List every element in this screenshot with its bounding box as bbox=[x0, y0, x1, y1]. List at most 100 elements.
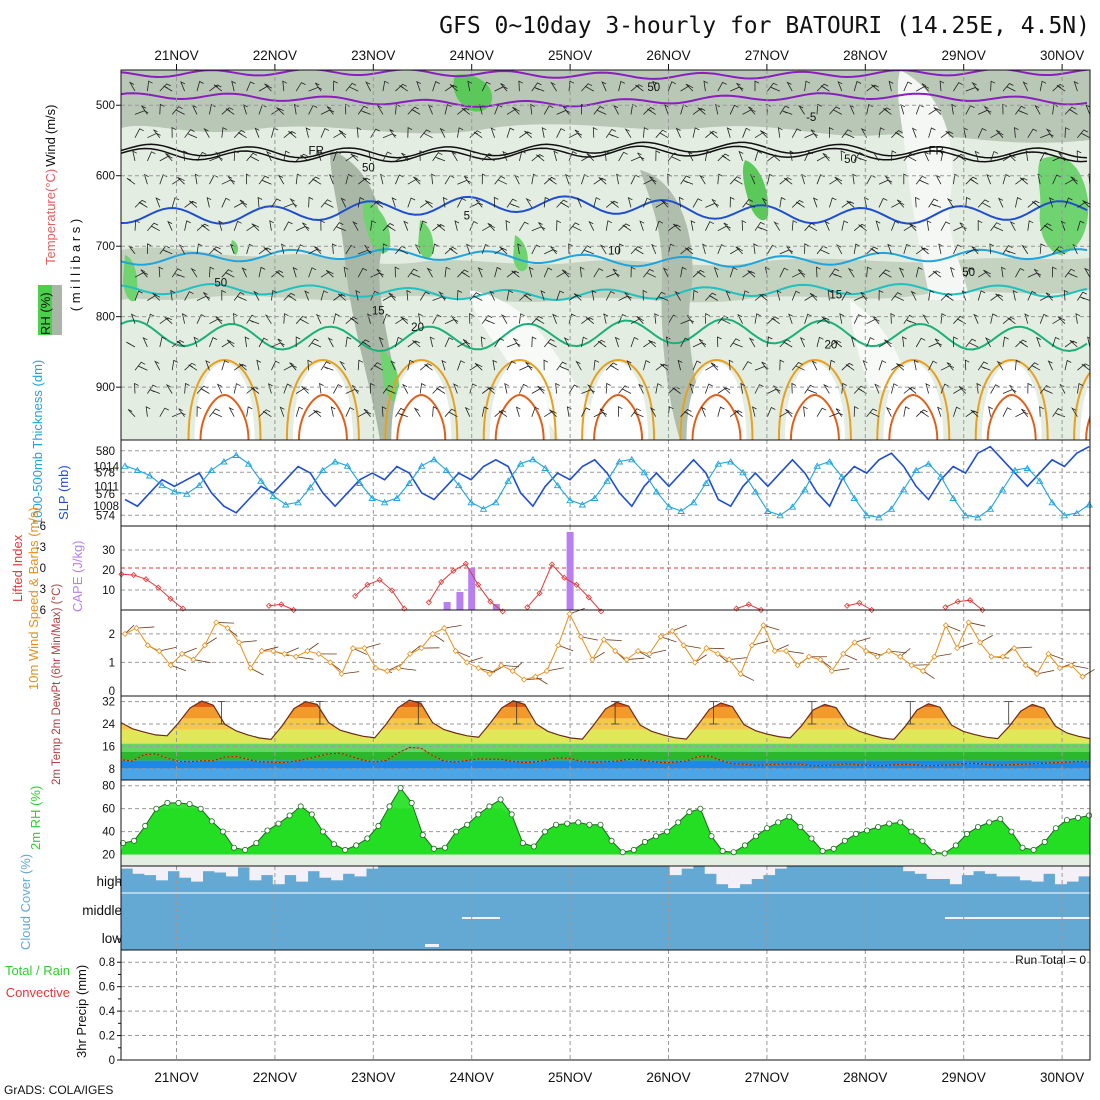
wind-barb bbox=[1045, 292, 1053, 301]
wind-barb bbox=[457, 269, 469, 278]
wind10-marker bbox=[1056, 665, 1063, 672]
wind-barb bbox=[752, 406, 757, 417]
wind-barb bbox=[382, 243, 388, 254]
wind-barb bbox=[177, 176, 185, 185]
wind-barb bbox=[263, 247, 272, 255]
wind-barb bbox=[209, 318, 223, 325]
wind-barb bbox=[457, 127, 464, 138]
wind-barb bbox=[264, 83, 272, 92]
rh2m-marker bbox=[852, 830, 859, 837]
wind-barb bbox=[588, 220, 595, 231]
cloud-high-clear bbox=[144, 866, 157, 876]
wind10-barb bbox=[740, 673, 755, 681]
wind-barb bbox=[804, 80, 811, 92]
slp-tick-label: 1014 bbox=[93, 461, 119, 473]
wind10-marker bbox=[1045, 650, 1052, 657]
wind-barb bbox=[1049, 197, 1054, 208]
wind-barb bbox=[1007, 153, 1016, 162]
wind-barb bbox=[218, 220, 224, 231]
rh2m-marker bbox=[286, 812, 293, 819]
wind-barb bbox=[314, 82, 322, 92]
thickness-marker bbox=[937, 473, 945, 480]
wind-barb bbox=[634, 248, 644, 255]
rh2m-marker bbox=[553, 821, 560, 828]
rh2m-marker bbox=[308, 811, 315, 818]
wind-barb bbox=[176, 340, 185, 348]
wind-barb bbox=[841, 362, 854, 371]
wind10-marker bbox=[634, 647, 642, 655]
wind-barb bbox=[713, 266, 719, 278]
thickness-tick-label: 576 bbox=[96, 489, 115, 501]
wind-barb bbox=[747, 270, 756, 278]
wind-barb bbox=[675, 127, 681, 138]
wind-barb bbox=[715, 103, 720, 115]
slp-tick-label: 1008 bbox=[93, 501, 119, 513]
wind-barb bbox=[965, 267, 974, 278]
rh2m-marker bbox=[242, 846, 249, 853]
wind10-barb bbox=[238, 640, 257, 643]
cloud-high-clear bbox=[121, 866, 133, 869]
wind-barb bbox=[301, 386, 309, 394]
wind-barb bbox=[451, 151, 458, 162]
wind-barb bbox=[705, 221, 714, 231]
wind10-marker bbox=[783, 647, 790, 655]
rh2m-marker bbox=[153, 805, 160, 812]
warm-surface-region bbox=[686, 362, 747, 440]
wind-barb bbox=[489, 290, 495, 301]
rh2m-marker bbox=[342, 846, 349, 853]
wind-barb bbox=[439, 127, 446, 138]
wind-barb bbox=[953, 244, 962, 255]
wind-barb bbox=[283, 292, 296, 301]
wind-barb bbox=[940, 383, 949, 394]
wind-barb bbox=[605, 128, 616, 138]
cloud-high-clear bbox=[903, 866, 916, 872]
wind-barb bbox=[795, 365, 805, 371]
wind-barb bbox=[227, 175, 235, 185]
contour-label: 5 bbox=[464, 210, 470, 222]
wind-barb bbox=[667, 243, 675, 254]
wind-barb bbox=[531, 388, 545, 394]
wind-barb bbox=[492, 359, 498, 371]
wind-barb bbox=[548, 178, 557, 185]
wind-barb bbox=[1073, 80, 1079, 92]
wind-barb bbox=[147, 151, 156, 162]
thickness-marker bbox=[183, 490, 191, 497]
contour-label: 50 bbox=[362, 163, 375, 175]
wind-barb bbox=[993, 226, 1004, 232]
wind-barb bbox=[1039, 243, 1046, 254]
ylabel-temp2m-text: 2m Temp 2m DewPt (6hr Min/Max) (°C) bbox=[51, 584, 63, 785]
wind-barb bbox=[221, 269, 233, 278]
wind-barb bbox=[717, 153, 730, 162]
wind-barb bbox=[816, 407, 827, 417]
wind10-panel: 210 10m Wind Speed & Barbs (m/s) bbox=[26, 507, 1095, 698]
wind-barb bbox=[874, 383, 880, 394]
wind-barb bbox=[175, 109, 185, 115]
thickness-marker bbox=[974, 514, 982, 521]
wind-barb bbox=[692, 127, 700, 138]
wind-barb bbox=[910, 290, 917, 301]
wind-barb bbox=[1089, 89, 1090, 92]
wind10-barb bbox=[945, 624, 961, 632]
wind-barb bbox=[635, 84, 644, 92]
wind10-barb bbox=[250, 667, 264, 676]
cloud-high-clear bbox=[669, 866, 682, 876]
wind-barb bbox=[770, 86, 780, 92]
wind-barb bbox=[319, 382, 324, 394]
cloud-high-clear bbox=[938, 866, 951, 879]
wind-barb bbox=[540, 290, 546, 301]
wind-barb bbox=[1034, 104, 1041, 115]
date-label-top: 24NOV bbox=[450, 48, 494, 63]
wind-barb bbox=[1039, 80, 1047, 92]
wind-barb bbox=[990, 294, 1003, 301]
wind-barb bbox=[425, 200, 433, 208]
wind-barb bbox=[412, 340, 421, 348]
wind-barb bbox=[816, 266, 821, 278]
wind-barb bbox=[777, 127, 783, 138]
lifted-index-marker bbox=[438, 578, 445, 586]
cloud-high-clear bbox=[926, 866, 939, 879]
upper-air-ylabel: Temperature(°C)Wind(m/s) ( m i l l i b a… bbox=[38, 105, 83, 335]
wind-barb bbox=[1064, 106, 1077, 115]
cloud-high-clear bbox=[249, 866, 262, 881]
rh2m-marker bbox=[908, 828, 915, 835]
wind-barb bbox=[506, 108, 520, 115]
